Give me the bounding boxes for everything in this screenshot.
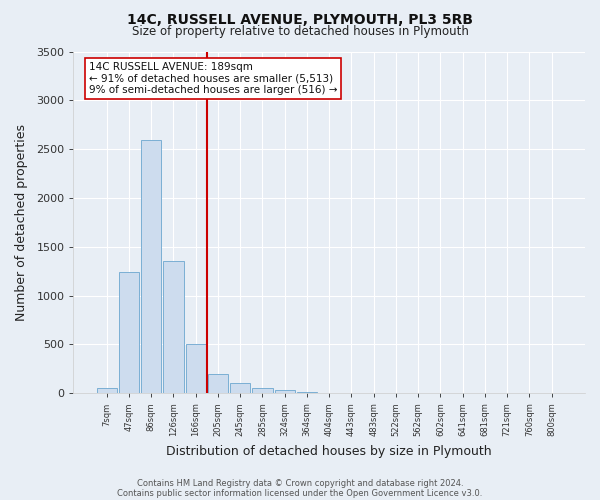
Bar <box>230 382 250 394</box>
Text: Contains public sector information licensed under the Open Government Licence v3: Contains public sector information licen… <box>118 488 482 498</box>
Bar <box>186 344 206 394</box>
Bar <box>253 388 272 394</box>
Bar <box>208 374 228 394</box>
Bar <box>141 140 161 394</box>
Bar <box>275 390 295 394</box>
Bar <box>119 272 139 394</box>
Bar <box>163 262 184 394</box>
Text: Size of property relative to detached houses in Plymouth: Size of property relative to detached ho… <box>131 25 469 38</box>
Bar <box>297 392 317 394</box>
Y-axis label: Number of detached properties: Number of detached properties <box>15 124 28 321</box>
X-axis label: Distribution of detached houses by size in Plymouth: Distribution of detached houses by size … <box>166 444 492 458</box>
Bar <box>97 388 117 394</box>
Text: 14C RUSSELL AVENUE: 189sqm
← 91% of detached houses are smaller (5,513)
9% of se: 14C RUSSELL AVENUE: 189sqm ← 91% of deta… <box>89 62 337 95</box>
Text: Contains HM Land Registry data © Crown copyright and database right 2024.: Contains HM Land Registry data © Crown c… <box>137 478 463 488</box>
Text: 14C, RUSSELL AVENUE, PLYMOUTH, PL3 5RB: 14C, RUSSELL AVENUE, PLYMOUTH, PL3 5RB <box>127 12 473 26</box>
